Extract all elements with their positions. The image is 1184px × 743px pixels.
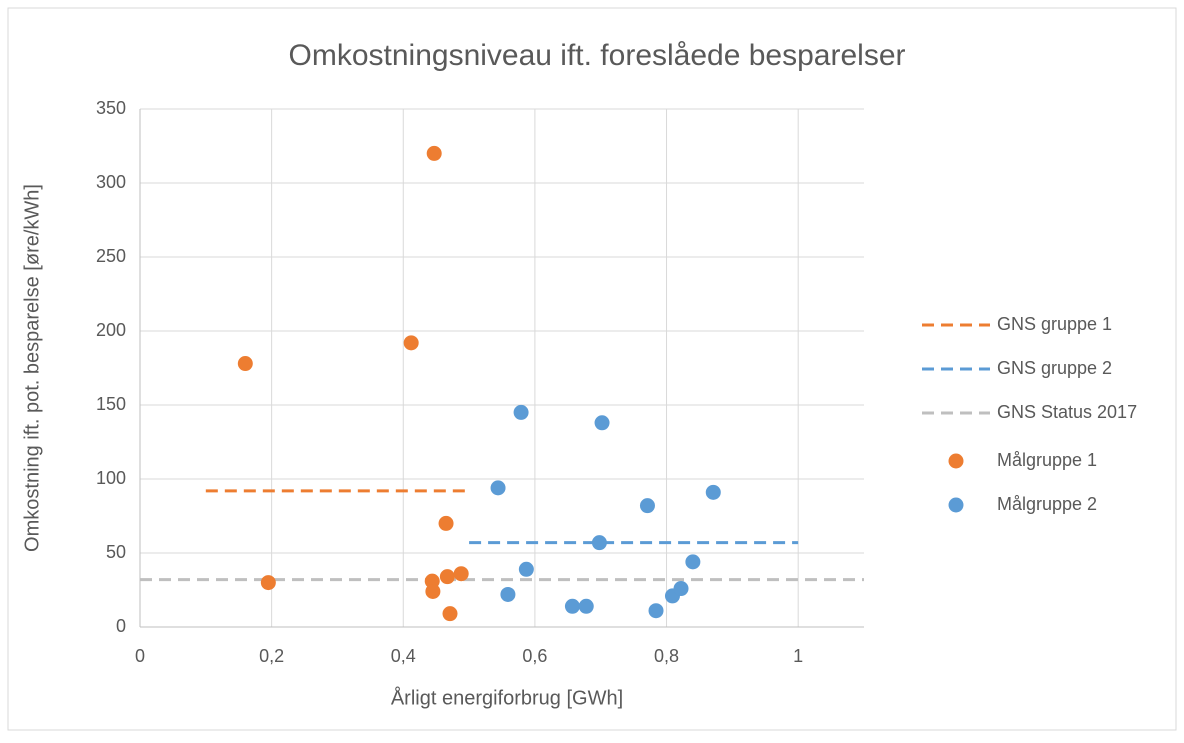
x-tick-label: 0,8 [654,646,679,666]
point [426,145,442,161]
point [490,480,506,496]
y-tick-label: 50 [106,542,126,562]
y-tick-label: 300 [96,172,126,192]
x-tick-label: 0,2 [259,646,284,666]
y-tick-label: 250 [96,246,126,266]
point [564,598,580,614]
y-tick-label: 0 [116,616,126,636]
point [439,569,455,585]
legend-symbol [948,453,964,469]
legend-label: GNS Status 2017 [997,402,1137,422]
y-axis-label: Omkostning ift. pot. besparelse [øre/kWh… [21,184,43,552]
x-tick-label: 0,4 [391,646,416,666]
point [648,603,664,619]
point [500,586,516,602]
point [438,515,454,531]
point [260,575,276,591]
point [594,415,610,431]
point [513,404,529,420]
x-tick-label: 1 [793,646,803,666]
x-axis-label: Årligt energiforbrug [GWh] [391,686,623,709]
point [237,356,253,372]
y-tick-label: 150 [96,394,126,414]
point [453,566,469,582]
point [591,535,607,551]
legend-symbol [948,497,964,513]
x-tick-label: 0 [135,646,145,666]
point [442,606,458,622]
point [425,583,441,599]
chart-title: Omkostningsniveau ift. foreslåede bespar… [289,39,906,72]
point [685,554,701,570]
y-tick-label: 350 [96,98,126,118]
legend-label: Målgruppe 2 [997,494,1097,514]
point [639,498,655,514]
y-tick-label: 200 [96,320,126,340]
point [673,581,689,597]
point [705,484,721,500]
y-tick-label: 100 [96,468,126,488]
point [518,561,534,577]
point [578,598,594,614]
legend-label: Målgruppe 1 [997,450,1097,470]
legend-label: GNS gruppe 2 [997,358,1112,378]
x-tick-label: 0,6 [522,646,547,666]
point [403,335,419,351]
legend-label: GNS gruppe 1 [997,314,1112,334]
